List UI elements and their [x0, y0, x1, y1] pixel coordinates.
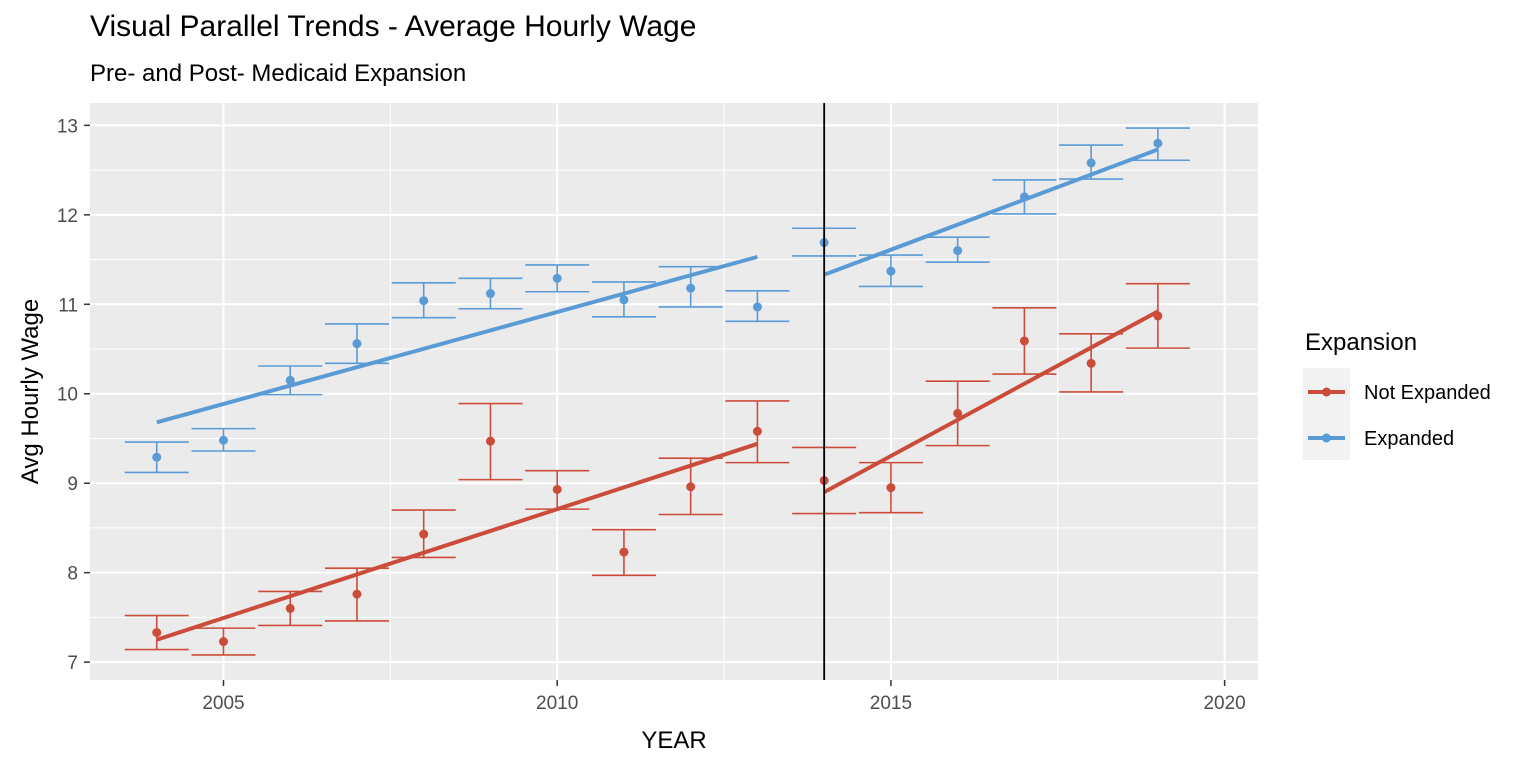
- axes: 2005 2010 2015 2020 7 8 9 10 11 12 13: [57, 116, 1246, 714]
- data-point: [619, 547, 629, 557]
- data-point: [152, 452, 162, 462]
- data-point: [1153, 311, 1163, 321]
- y-tick-label: 12: [57, 206, 78, 227]
- chart-subtitle: Pre- and Post- Medicaid Expansion: [90, 60, 467, 87]
- x-axis-title: YEAR: [641, 727, 706, 754]
- data-point: [686, 283, 696, 293]
- chart-marks: [124, 103, 1190, 680]
- y-tick-label: 13: [57, 116, 78, 137]
- data-point: [1019, 192, 1029, 202]
- data-point: [1153, 138, 1163, 148]
- y-tick-label: 7: [67, 653, 78, 674]
- data-point: [552, 273, 562, 283]
- grid-major: [90, 103, 1258, 680]
- data-point: [218, 637, 228, 647]
- data-point: [285, 603, 295, 613]
- legend: Expansion Not Expanded Expanded: [1303, 329, 1491, 460]
- data-point: [1086, 158, 1096, 168]
- legend-key-point: [1322, 433, 1331, 443]
- data-point: [218, 435, 228, 445]
- data-point: [752, 302, 762, 312]
- y-axis-title: Avg Hourly Wage: [17, 299, 44, 484]
- y-tick-label: 8: [67, 564, 78, 585]
- y-tick-label: 10: [57, 385, 78, 406]
- data-point: [352, 589, 362, 599]
- data-point: [152, 628, 162, 638]
- trend-line: [823, 147, 1159, 277]
- legend-label: Not Expanded: [1364, 382, 1491, 404]
- data-point: [953, 408, 963, 418]
- data-point: [552, 484, 562, 494]
- y-tick-label: 11: [58, 295, 78, 316]
- series-not-expanded: [124, 282, 1190, 656]
- legend-title: Expansion: [1305, 329, 1417, 356]
- y-tick-label: 9: [67, 474, 78, 495]
- data-point: [686, 482, 696, 492]
- data-point: [419, 296, 429, 306]
- data-point: [886, 266, 896, 276]
- trend-line: [823, 309, 1159, 494]
- data-point: [886, 483, 896, 493]
- data-point: [485, 436, 495, 446]
- data-point: [1019, 336, 1029, 346]
- data-point: [953, 246, 963, 256]
- data-point: [1086, 358, 1096, 368]
- series-expanded: [124, 127, 1190, 474]
- grid-minor: [90, 103, 1258, 680]
- legend-label: Expanded: [1364, 428, 1454, 450]
- data-point: [485, 289, 495, 299]
- data-point: [752, 426, 762, 436]
- chart-title: Visual Parallel Trends - Average Hourly …: [90, 10, 697, 43]
- data-point: [352, 339, 362, 349]
- x-tick-label: 2015: [870, 693, 912, 714]
- x-tick-label: 2005: [202, 693, 244, 714]
- x-tick-label: 2010: [536, 693, 578, 714]
- trend-line: [156, 254, 758, 425]
- trend-line: [156, 441, 759, 642]
- data-point: [419, 529, 429, 539]
- legend-key-background: [1303, 368, 1350, 460]
- data-point: [285, 375, 295, 385]
- data-point: [619, 295, 629, 305]
- legend-key-point: [1322, 387, 1331, 397]
- x-tick-label: 2020: [1203, 693, 1245, 714]
